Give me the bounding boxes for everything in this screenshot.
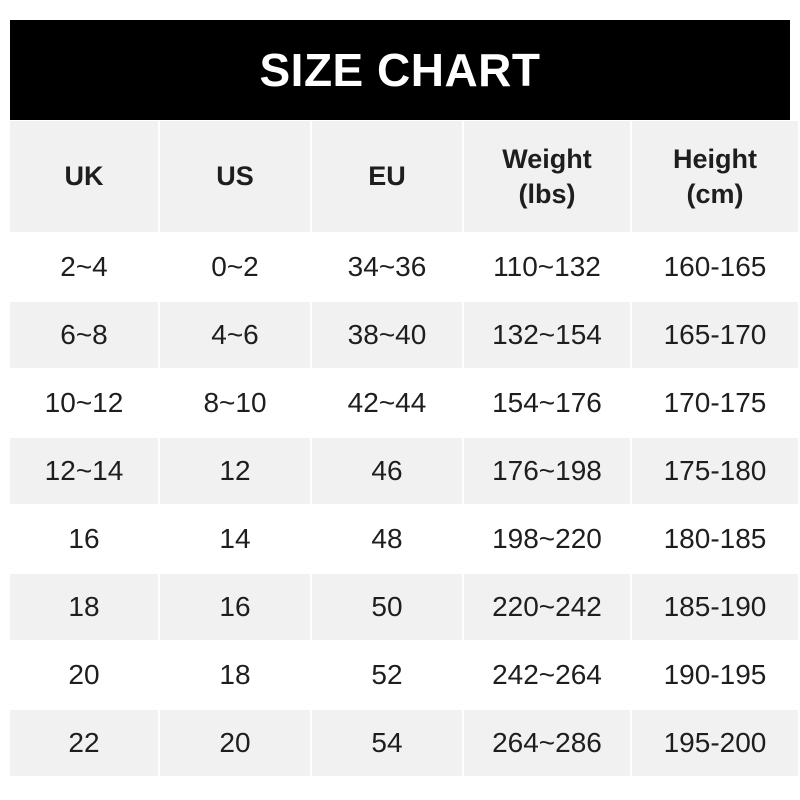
cell-eu: 54 [312, 710, 462, 776]
cell-us: 18 [160, 642, 310, 708]
table-row: 20 18 52 242~264 190-195 [10, 642, 798, 708]
page-title: SIZE CHART [10, 20, 790, 120]
table-row: 18 16 50 220~242 185-190 [10, 574, 798, 640]
cell-height: 165-170 [632, 302, 798, 368]
cell-uk: 22 [10, 710, 158, 776]
table-row: 16 14 48 198~220 180-185 [10, 506, 798, 572]
column-header-weight: Weight (lbs) [464, 121, 630, 232]
cell-height: 195-200 [632, 710, 798, 776]
cell-uk: 16 [10, 506, 158, 572]
column-header-height: Height (cm) [632, 121, 798, 232]
header-line: UK [64, 161, 104, 191]
cell-us: 8~10 [160, 370, 310, 436]
table-row: 22 20 54 264~286 195-200 [10, 710, 798, 776]
cell-uk: 20 [10, 642, 158, 708]
cell-us: 20 [160, 710, 310, 776]
size-chart-table: UK US EU Weight (lbs) Height (cm) 2~4 0~2 34~36 1… [8, 119, 800, 778]
column-header-eu: EU [312, 121, 462, 232]
header-unit: (cm) [686, 178, 744, 209]
cell-height: 170-175 [632, 370, 798, 436]
cell-weight: 176~198 [464, 438, 630, 504]
cell-weight: 264~286 [464, 710, 630, 776]
cell-height: 180-185 [632, 506, 798, 572]
cell-eu: 42~44 [312, 370, 462, 436]
cell-uk: 10~12 [10, 370, 158, 436]
cell-us: 16 [160, 574, 310, 640]
column-header-us: US [160, 121, 310, 232]
cell-weight: 220~242 [464, 574, 630, 640]
cell-weight: 132~154 [464, 302, 630, 368]
cell-eu: 38~40 [312, 302, 462, 368]
cell-us: 12 [160, 438, 310, 504]
cell-uk: 18 [10, 574, 158, 640]
header-line: Weight [502, 143, 592, 174]
table-row: 6~8 4~6 38~40 132~154 165-170 [10, 302, 798, 368]
header-line: Height [673, 143, 757, 174]
cell-us: 14 [160, 506, 310, 572]
cell-eu: 48 [312, 506, 462, 572]
header-unit: (lbs) [518, 178, 576, 209]
cell-us: 4~6 [160, 302, 310, 368]
table-row: 2~4 0~2 34~36 110~132 160-165 [10, 234, 798, 300]
cell-height: 160-165 [632, 234, 798, 300]
header-line: EU [368, 161, 406, 191]
cell-eu: 52 [312, 642, 462, 708]
cell-weight: 242~264 [464, 642, 630, 708]
cell-us: 0~2 [160, 234, 310, 300]
cell-uk: 6~8 [10, 302, 158, 368]
cell-height: 175-180 [632, 438, 798, 504]
header-row: UK US EU Weight (lbs) Height (cm) [10, 121, 798, 232]
table-row: 10~12 8~10 42~44 154~176 170-175 [10, 370, 798, 436]
header-line: US [216, 161, 254, 191]
column-header-uk: UK [10, 121, 158, 232]
cell-weight: 154~176 [464, 370, 630, 436]
cell-eu: 50 [312, 574, 462, 640]
cell-uk: 12~14 [10, 438, 158, 504]
cell-weight: 110~132 [464, 234, 630, 300]
cell-height: 185-190 [632, 574, 798, 640]
table-row: 12~14 12 46 176~198 175-180 [10, 438, 798, 504]
cell-height: 190-195 [632, 642, 798, 708]
cell-eu: 34~36 [312, 234, 462, 300]
cell-weight: 198~220 [464, 506, 630, 572]
cell-eu: 46 [312, 438, 462, 504]
cell-uk: 2~4 [10, 234, 158, 300]
